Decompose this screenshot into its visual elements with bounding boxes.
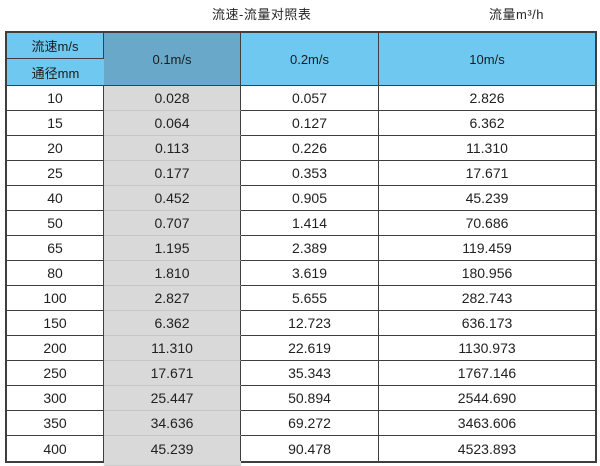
flow-value-cell: 70.686: [379, 211, 595, 236]
table-row: 200 11.310 22.619 1130.973: [7, 336, 595, 361]
diameter-cell: 300: [7, 386, 104, 411]
flow-value-cell: 17.671: [379, 161, 595, 186]
flow-value-cell: 3.619: [241, 261, 379, 286]
table-row: 65 1.195 2.389 119.459: [7, 236, 595, 261]
flow-value-cell: 45.239: [104, 436, 241, 461]
table-row: 25 0.177 0.353 17.671: [7, 161, 595, 186]
flow-value-cell: 0.226: [241, 136, 379, 161]
table-row: 400 45.239 90.478 4523.893: [7, 436, 595, 461]
flow-value-cell: 2544.690: [379, 386, 595, 411]
flow-value-cell: 0.905: [241, 186, 379, 211]
header-velocity-0.2: 0.2m/s: [241, 33, 379, 86]
flow-value-cell: 2.826: [379, 86, 595, 111]
flow-value-cell: 0.064: [104, 111, 241, 136]
flow-value-cell: 11.310: [379, 136, 595, 161]
flow-value-cell: 282.743: [379, 286, 595, 311]
flow-value-cell: 35.343: [241, 361, 379, 386]
flow-value-cell: 636.173: [379, 311, 595, 336]
flow-value-cell: 34.636: [104, 411, 241, 436]
table-header: 流速m/s 0.1m/s 0.2m/s 10m/s 通径mm: [7, 33, 595, 86]
header-velocity-0.1: 0.1m/s: [104, 33, 241, 86]
diameter-cell: 80: [7, 261, 104, 286]
flow-value-cell: 180.956: [379, 261, 595, 286]
table-title: 流速-流量对照表: [212, 7, 312, 22]
flow-value-cell: 0.353: [241, 161, 379, 186]
table-row: 50 0.707 1.414 70.686: [7, 211, 595, 236]
flow-value-cell: 0.177: [104, 161, 241, 186]
flow-value-cell: 90.478: [241, 436, 379, 461]
flow-value-cell: 25.447: [104, 386, 241, 411]
diameter-cell: 400: [7, 436, 104, 461]
table-row: 15 0.064 0.127 6.362: [7, 111, 595, 136]
flow-value-cell: 11.310: [104, 336, 241, 361]
flow-value-cell: 69.272: [241, 411, 379, 436]
flow-value-cell: 1.195: [104, 236, 241, 261]
flow-value-cell: 1130.973: [379, 336, 595, 361]
table-row: 20 0.113 0.226 11.310: [7, 136, 595, 161]
table-row: 100 2.827 5.655 282.743: [7, 286, 595, 311]
highlight-column-overhang: [104, 461, 241, 465]
table-row: 10 0.028 0.057 2.826: [7, 86, 595, 111]
flow-value-cell: 4523.893: [379, 436, 595, 461]
diameter-cell: 50: [7, 211, 104, 236]
flow-value-cell: 0.113: [104, 136, 241, 161]
flow-value-cell: 2.389: [241, 236, 379, 261]
diameter-cell: 250: [7, 361, 104, 386]
flow-value-cell: 0.057: [241, 86, 379, 111]
table-row: 80 1.810 3.619 180.956: [7, 261, 595, 286]
flow-value-cell: 1767.146: [379, 361, 595, 386]
flow-value-cell: 6.362: [379, 111, 595, 136]
diameter-cell: 150: [7, 311, 104, 336]
diameter-cell: 10: [7, 86, 104, 111]
flow-value-cell: 22.619: [241, 336, 379, 361]
diameter-cell: 200: [7, 336, 104, 361]
diameter-cell: 15: [7, 111, 104, 136]
table-row: 300 25.447 50.894 2544.690: [7, 386, 595, 411]
flow-value-cell: 5.655: [241, 286, 379, 311]
table-row: 250 17.671 35.343 1767.146: [7, 361, 595, 386]
flow-value-cell: 12.723: [241, 311, 379, 336]
table-row: 150 6.362 12.723 636.173: [7, 311, 595, 336]
header-velocity-10: 10m/s: [379, 33, 595, 86]
flow-value-cell: 0.127: [241, 111, 379, 136]
diameter-cell: 20: [7, 136, 104, 161]
table-row: 350 34.636 69.272 3463.606: [7, 411, 595, 436]
table-row: 40 0.452 0.905 45.239: [7, 186, 595, 211]
table-body: 10 0.028 0.057 2.826 15 0.064 0.127 6.362 20 0.11…: [7, 86, 595, 461]
flow-value-cell: 6.362: [104, 311, 241, 336]
flow-value-cell: 1.810: [104, 261, 241, 286]
header-diameter-label: 通径mm: [7, 59, 104, 86]
header-flow-velocity-label: 流速m/s: [7, 33, 104, 59]
diameter-cell: 350: [7, 411, 104, 436]
flow-value-cell: 0.028: [104, 86, 241, 111]
flow-value-cell: 3463.606: [379, 411, 595, 436]
diameter-cell: 25: [7, 161, 104, 186]
flow-unit-label: 流量m³/h: [489, 7, 545, 22]
flow-value-cell: 1.414: [241, 211, 379, 236]
flow-value-cell: 0.707: [104, 211, 241, 236]
flow-value-cell: 2.827: [104, 286, 241, 311]
diameter-cell: 65: [7, 236, 104, 261]
flow-value-cell: 119.459: [379, 236, 595, 261]
flow-value-cell: 17.671: [104, 361, 241, 386]
flow-value-cell: 50.894: [241, 386, 379, 411]
diameter-cell: 40: [7, 186, 104, 211]
diameter-cell: 100: [7, 286, 104, 311]
flow-rate-table: 流速m/s 0.1m/s 0.2m/s 10m/s 通径mm 10 0.028 0.…: [5, 31, 597, 463]
flow-value-cell: 0.452: [104, 186, 241, 211]
flow-value-cell: 45.239: [379, 186, 595, 211]
